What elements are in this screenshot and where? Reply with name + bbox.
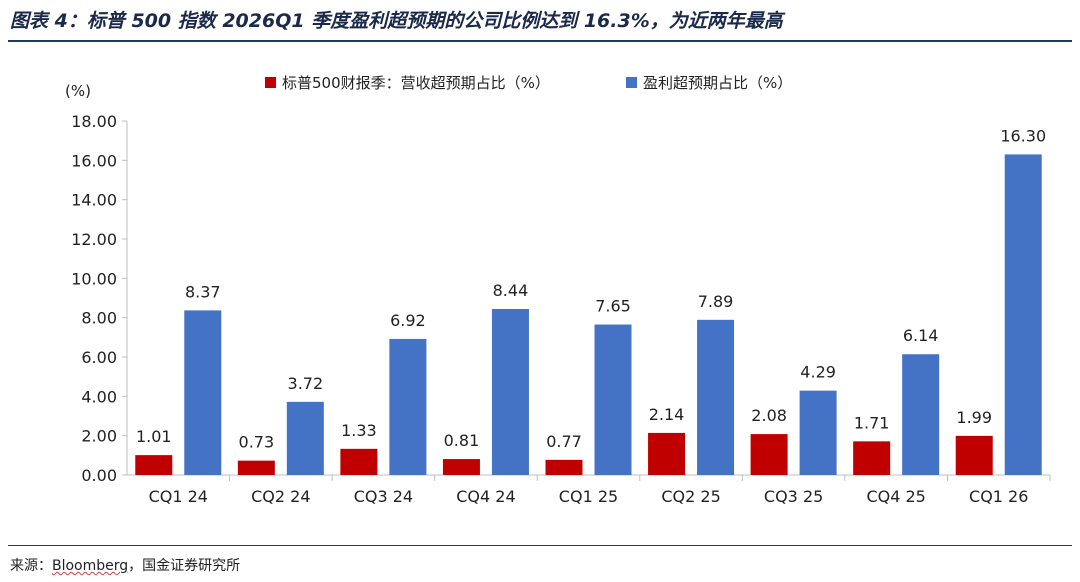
- data-label-series-1: 0.77: [546, 432, 582, 451]
- source-name: Bloomberg: [52, 558, 129, 574]
- x-tick-label: CQ4 25: [866, 487, 925, 506]
- x-tick-label: CQ3 25: [764, 487, 823, 506]
- source-rest: ，国金证券研究所: [128, 558, 241, 574]
- legend-label-1: 标普500财报季：营收超预期占比（%）: [282, 74, 550, 92]
- data-label-series-2: 3.72: [288, 374, 324, 393]
- data-label-series-1: 1.99: [956, 408, 992, 427]
- y-tick-label: 10.00: [71, 269, 117, 288]
- y-tick-label: 14.00: [71, 191, 117, 210]
- bar-series-2: [594, 324, 632, 475]
- data-label-series-1: 1.01: [136, 427, 172, 446]
- legend-swatch-2: [626, 77, 637, 88]
- data-label-series-1: 1.71: [854, 413, 890, 432]
- data-label-series-2: 6.14: [903, 326, 939, 345]
- data-label-series-1: 0.73: [239, 433, 275, 452]
- x-tick-label: CQ1 26: [969, 487, 1028, 506]
- bar-series-2: [902, 354, 940, 475]
- y-axis-unit: (%): [65, 82, 91, 100]
- data-label-series-2: 4.29: [800, 363, 836, 382]
- source-rule: [8, 545, 1072, 546]
- y-tick-label: 4.00: [81, 387, 117, 406]
- data-label-series-2: 6.92: [390, 311, 426, 330]
- x-tick-label: CQ1 25: [559, 487, 618, 506]
- data-label-series-2: 8.37: [185, 282, 221, 301]
- data-label-series-2: 7.89: [698, 292, 734, 311]
- title-rule: [8, 40, 1072, 42]
- x-tick-label: CQ4 24: [456, 487, 515, 506]
- bar-series-1: [545, 459, 583, 475]
- x-tick-label: CQ1 24: [149, 487, 208, 506]
- bar-series-1: [442, 459, 480, 475]
- data-label-series-1: 2.14: [649, 405, 685, 424]
- y-tick-label: 6.00: [81, 348, 117, 367]
- data-label-series-2: 7.65: [595, 297, 631, 316]
- bar-series-2: [286, 401, 324, 475]
- bar-series-1: [853, 441, 891, 475]
- y-tick-label: 12.00: [71, 230, 117, 249]
- bar-series-2: [799, 390, 837, 475]
- bar-series-2: [697, 319, 735, 475]
- y-tick-label: 18.00: [71, 112, 117, 131]
- data-label-series-1: 1.33: [341, 421, 377, 440]
- source-note: 来源：Bloomberg，国金证券研究所: [10, 555, 240, 575]
- bar-series-2: [389, 338, 427, 475]
- y-tick-label: 16.00: [71, 151, 117, 170]
- bar-series-2: [1004, 154, 1042, 475]
- x-tick-label: CQ3 24: [354, 487, 413, 506]
- y-tick-label: 0.00: [81, 466, 117, 485]
- x-tick-label: CQ2 25: [661, 487, 720, 506]
- data-label-series-1: 0.81: [444, 431, 480, 450]
- bar-series-1: [648, 432, 686, 475]
- y-tick-label: 2.00: [81, 427, 117, 446]
- bar-series-1: [237, 460, 275, 475]
- legend-swatch-1: [265, 77, 276, 88]
- bar-series-1: [135, 455, 173, 475]
- data-label-series-2: 8.44: [493, 281, 529, 300]
- legend-label-2: 盈利超预期占比（%）: [643, 74, 792, 92]
- x-tick-label: CQ2 24: [251, 487, 310, 506]
- bar-series-2: [491, 309, 529, 475]
- source-label: 来源：: [10, 558, 52, 574]
- bar-series-1: [340, 448, 378, 475]
- figure-title: 图表 4：标普 500 指数 2026Q1 季度盈利超预期的公司比例达到 16.…: [10, 10, 783, 32]
- bar-series-2: [184, 310, 222, 475]
- y-tick-label: 8.00: [81, 309, 117, 328]
- bar-series-1: [955, 435, 993, 475]
- data-label-series-1: 2.08: [751, 406, 787, 425]
- bar-series-1: [750, 434, 788, 475]
- data-label-series-2: 16.30: [1000, 126, 1046, 145]
